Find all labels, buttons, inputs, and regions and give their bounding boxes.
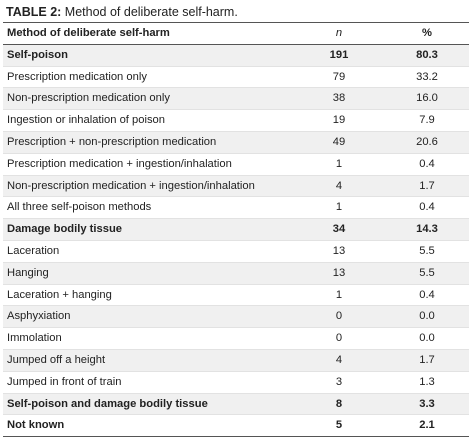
cell-percent: 3.3 <box>381 393 469 416</box>
header-n: n <box>293 22 381 45</box>
cell-percent: 0.0 <box>381 305 469 329</box>
cell-percent: 16.0 <box>381 87 469 111</box>
cell-percent: 0.0 <box>381 327 469 350</box>
cell-n: 13 <box>293 262 381 285</box>
cell-n: 3 <box>293 371 381 394</box>
cell-method: Ingestion or inhalation of poison <box>3 109 293 132</box>
cell-n: 4 <box>293 175 381 198</box>
cell-n: 34 <box>293 218 381 241</box>
self-harm-method-table: Method of deliberate self-harm n % Self-… <box>3 22 469 437</box>
cell-method: Laceration + hanging <box>3 284 293 307</box>
table-row: Not known 5 2.1 <box>3 414 469 437</box>
table-row: Prescription medication only 79 33.2 <box>3 66 469 89</box>
cell-n: 1 <box>293 196 381 220</box>
table-row: Prescription medication + ingestion/inha… <box>3 153 469 176</box>
cell-n: 79 <box>293 66 381 89</box>
cell-percent: 0.4 <box>381 284 469 307</box>
table-row: All three self-poison methods 1 0.4 <box>3 196 469 220</box>
cell-method: Immolation <box>3 327 293 350</box>
cell-n: 0 <box>293 305 381 329</box>
cell-percent: 0.4 <box>381 153 469 176</box>
cell-method: All three self-poison methods <box>3 196 293 220</box>
table-caption: TABLE 2: Method of deliberate self-harm. <box>6 4 238 20</box>
table-caption-label: TABLE 2: <box>6 5 62 19</box>
cell-percent: 7.9 <box>381 109 469 132</box>
cell-percent: 33.2 <box>381 66 469 89</box>
cell-n: 1 <box>293 153 381 176</box>
cell-method: Hanging <box>3 262 293 285</box>
header-method: Method of deliberate self-harm <box>3 22 293 45</box>
cell-n: 0 <box>293 327 381 350</box>
cell-n: 49 <box>293 131 381 154</box>
cell-n: 13 <box>293 240 381 263</box>
table-row: Laceration 13 5.5 <box>3 240 469 263</box>
table-row: Non-prescription medication only 38 16.0 <box>3 87 469 111</box>
cell-method: Prescription medication + ingestion/inha… <box>3 153 293 176</box>
cell-method: Jumped off a height <box>3 349 293 372</box>
cell-percent: 14.3 <box>381 218 469 241</box>
table-row: Self-poison and damage bodily tissue 8 3.3 <box>3 393 469 416</box>
cell-method: Self-poison and damage bodily tissue <box>3 393 293 416</box>
cell-method: Not known <box>3 414 293 437</box>
table-row: Immolation 0 0.0 <box>3 327 469 350</box>
cell-method: Self-poison <box>3 44 293 67</box>
cell-percent: 5.5 <box>381 240 469 263</box>
cell-method: Asphyxiation <box>3 305 293 329</box>
cell-percent: 20.6 <box>381 131 469 154</box>
table-row: Jumped off a height 4 1.7 <box>3 349 469 372</box>
header-percent: % <box>381 22 469 45</box>
table-header-row: Method of deliberate self-harm n % <box>3 22 469 45</box>
cell-n: 5 <box>293 414 381 437</box>
cell-percent: 1.3 <box>381 371 469 394</box>
table-row: Damage bodily tissue 34 14.3 <box>3 218 469 241</box>
cell-percent: 80.3 <box>381 44 469 67</box>
cell-percent: 1.7 <box>381 175 469 198</box>
cell-n: 4 <box>293 349 381 372</box>
cell-method: Prescription + non-prescription medicati… <box>3 131 293 154</box>
cell-method: Non-prescription medication only <box>3 87 293 111</box>
cell-method: Damage bodily tissue <box>3 218 293 241</box>
table-row: Non-prescription medication + ingestion/… <box>3 175 469 198</box>
cell-percent: 2.1 <box>381 414 469 437</box>
table-body: Self-poison 191 80.3 Prescription medicatio… <box>3 44 469 437</box>
cell-n: 191 <box>293 44 381 67</box>
cell-percent: 0.4 <box>381 196 469 220</box>
table-row: Self-poison 191 80.3 <box>3 44 469 67</box>
table-row: Jumped in front of train 3 1.3 <box>3 371 469 394</box>
cell-n: 8 <box>293 393 381 416</box>
cell-n: 19 <box>293 109 381 132</box>
cell-percent: 5.5 <box>381 262 469 285</box>
table-row: Hanging 13 5.5 <box>3 262 469 285</box>
cell-method: Non-prescription medication + ingestion/… <box>3 175 293 198</box>
cell-percent: 1.7 <box>381 349 469 372</box>
table-row: Ingestion or inhalation of poison 19 7.9 <box>3 109 469 132</box>
cell-method: Prescription medication only <box>3 66 293 89</box>
table-caption-text: Method of deliberate self-harm. <box>61 5 238 19</box>
table-row: Prescription + non-prescription medicati… <box>3 131 469 154</box>
cell-n: 1 <box>293 284 381 307</box>
table-row: Laceration + hanging 1 0.4 <box>3 284 469 307</box>
cell-n: 38 <box>293 87 381 111</box>
cell-method: Jumped in front of train <box>3 371 293 394</box>
table-header: Method of deliberate self-harm n % <box>3 22 469 45</box>
cell-method: Laceration <box>3 240 293 263</box>
table-row: Asphyxiation 0 0.0 <box>3 305 469 329</box>
